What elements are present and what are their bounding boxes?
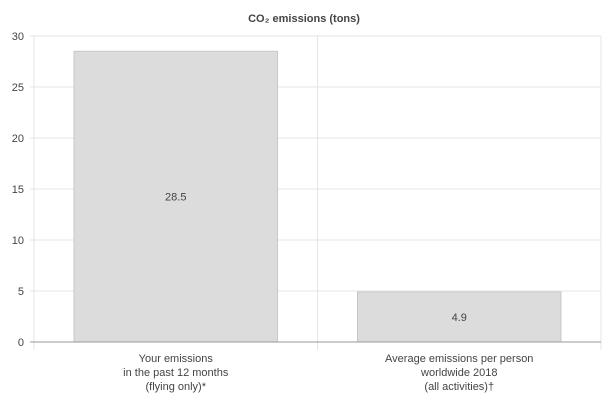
y-tick-label: 5 xyxy=(18,286,24,298)
y-tick-label: 15 xyxy=(12,184,24,196)
chart-title: CO₂ emissions (tons) xyxy=(248,13,360,25)
x-tick-label: (flying only)* xyxy=(145,381,206,393)
x-axis-labels: Your emissions in the past 12 months (flyi… xyxy=(123,353,533,393)
bars: 28.5 4.9 xyxy=(73,50,562,343)
bar-value-label: 4.9 xyxy=(452,312,467,324)
y-tick-label: 10 xyxy=(12,235,24,247)
y-axis-ticks: 0 5 10 15 20 25 30 xyxy=(12,31,24,349)
x-tick-label: (all activities)† xyxy=(424,381,494,393)
y-tick-label: 25 xyxy=(12,82,24,94)
x-tick-label: Average emissions per person xyxy=(385,353,533,365)
y-tick-label: 0 xyxy=(18,337,24,349)
x-tick-label: in the past 12 months xyxy=(123,367,229,379)
y-tick-label: 30 xyxy=(12,31,24,43)
bar xyxy=(73,50,278,343)
y-tick-label: 20 xyxy=(12,133,24,145)
x-tick-label: Your emissions xyxy=(139,353,214,365)
x-tick-label: worldwide 2018 xyxy=(420,367,497,379)
bar-value-label: 28.5 xyxy=(165,192,186,204)
